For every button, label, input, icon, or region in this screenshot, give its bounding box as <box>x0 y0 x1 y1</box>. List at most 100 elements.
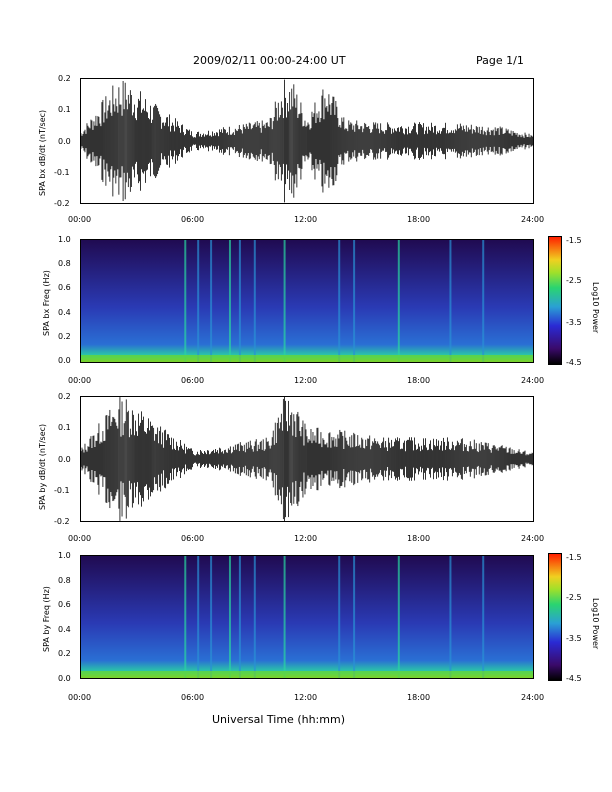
x-tick: 18:00 <box>407 693 431 702</box>
y-tick: 0.0 <box>58 455 71 464</box>
spectrogram-band <box>253 239 256 363</box>
y-tick: 0.6 <box>58 283 71 292</box>
panel-bx-spec-ylabel: SPA bx Freq (Hz) <box>42 270 51 336</box>
spectrogram-band <box>283 239 286 363</box>
x-tick: 00:00 <box>68 215 92 224</box>
plot-frame <box>80 239 534 363</box>
colorbar-tick: -3.5 <box>566 634 582 643</box>
colorbar-tick: -4.5 <box>566 674 582 683</box>
x-tick: 24:00 <box>521 376 545 385</box>
spectrogram-band <box>184 239 187 363</box>
y-tick: 0.1 <box>58 423 71 432</box>
spectrogram-band <box>353 555 356 679</box>
panel-by-dbdt-ylabel: SPA by dB/dt (nT/sec) <box>38 423 47 510</box>
y-tick: 1.0 <box>58 235 71 244</box>
spectrogram-band <box>397 239 400 363</box>
panel-bx-spec-plot <box>80 239 534 363</box>
colorbar-tick: -1.5 <box>566 553 582 562</box>
spectrogram-band <box>184 555 187 679</box>
x-tick: 06:00 <box>181 534 205 543</box>
y-tick: 0.4 <box>58 625 71 634</box>
x-tick: 00:00 <box>68 534 92 543</box>
spectrogram-lowfreq-band <box>80 355 534 363</box>
y-tick: -0.2 <box>54 517 70 526</box>
y-tick: 0.2 <box>58 74 71 83</box>
panel-bx-dbdt-trace <box>80 79 534 203</box>
colorbar-tick: -1.5 <box>566 236 582 245</box>
colorbar-tick: -2.5 <box>566 276 582 285</box>
colorbar-label: Log10 Power <box>591 282 600 334</box>
x-tick: 18:00 <box>407 534 431 543</box>
spectrogram-band <box>353 239 356 363</box>
spectrogram-band <box>210 239 213 363</box>
page-indicator: Page 1/1 <box>476 54 524 67</box>
y-tick: -0.2 <box>54 199 70 208</box>
spectrogram-band <box>482 239 485 363</box>
x-tick: 12:00 <box>294 693 318 702</box>
spectrogram-band <box>482 555 485 679</box>
x-tick: 18:00 <box>407 215 431 224</box>
x-tick: 06:00 <box>181 693 205 702</box>
y-tick: 0.8 <box>58 259 71 268</box>
spectrogram-band <box>238 555 241 679</box>
plot-title: 2009/02/11 00:00-24:00 UT <box>193 54 346 67</box>
x-tick: 24:00 <box>521 693 545 702</box>
x-tick: 06:00 <box>181 215 205 224</box>
colorbar <box>548 236 562 365</box>
spectrogram-band <box>338 239 341 363</box>
x-tick: 24:00 <box>521 215 545 224</box>
y-tick: 0.1 <box>58 105 71 114</box>
y-tick: 0.2 <box>58 392 71 401</box>
spectrogram-band <box>449 555 452 679</box>
panel-by-dbdt-plot <box>80 396 534 522</box>
spectrogram-band <box>449 239 452 363</box>
x-tick: 00:00 <box>68 693 92 702</box>
y-tick: 0.2 <box>58 332 71 341</box>
y-tick: 0.0 <box>58 674 71 683</box>
x-tick: 12:00 <box>294 376 318 385</box>
spectrogram-band <box>338 555 341 679</box>
x-axis-title: Universal Time (hh:mm) <box>212 713 345 726</box>
panel-by-dbdt-trace <box>80 396 534 522</box>
plot-frame <box>80 396 534 522</box>
x-tick: 12:00 <box>294 215 318 224</box>
colorbar-tick: -4.5 <box>566 358 582 367</box>
x-tick: 12:00 <box>294 534 318 543</box>
panel-by-spec-plot <box>80 555 534 679</box>
y-tick: -0.1 <box>54 168 70 177</box>
spectrogram-band <box>228 555 231 679</box>
x-tick: 18:00 <box>407 376 431 385</box>
spectrogram-band <box>210 555 213 679</box>
y-tick: 0.8 <box>58 576 71 585</box>
plot-frame <box>80 555 534 679</box>
panel-by-spec-ylabel: SPA by Freq (Hz) <box>42 586 51 652</box>
y-tick: 0.4 <box>58 308 71 317</box>
y-tick: -0.1 <box>54 486 70 495</box>
spectrogram-band <box>253 555 256 679</box>
spectrogram-features <box>80 555 534 679</box>
x-tick: 06:00 <box>181 376 205 385</box>
x-tick: 00:00 <box>68 376 92 385</box>
x-tick: 24:00 <box>521 534 545 543</box>
spectrogram-band <box>197 555 200 679</box>
spectrogram-band <box>283 555 286 679</box>
spectrogram-band <box>228 239 231 363</box>
colorbar <box>548 553 562 681</box>
panel-bx-dbdt-plot <box>80 78 534 204</box>
colorbar-label: Log10 Power <box>591 598 600 650</box>
y-tick: 1.0 <box>58 551 71 560</box>
y-tick: 0.0 <box>58 356 71 365</box>
y-tick: 0.6 <box>58 600 71 609</box>
plot-frame <box>80 78 534 204</box>
colorbar-tick: -2.5 <box>566 593 582 602</box>
spectrogram-band <box>397 555 400 679</box>
spectrogram-background <box>80 555 534 679</box>
panel-bx-dbdt-ylabel: SPA bx dB/dt (nT/sec) <box>38 109 47 196</box>
spectrogram-background <box>80 239 534 363</box>
spectrogram-band <box>197 239 200 363</box>
spectrogram-lowfreq-band <box>80 671 534 679</box>
y-tick: 0.0 <box>58 137 71 146</box>
spectrogram-features <box>80 239 534 363</box>
y-tick: 0.2 <box>58 649 71 658</box>
spectrogram-band <box>238 239 241 363</box>
